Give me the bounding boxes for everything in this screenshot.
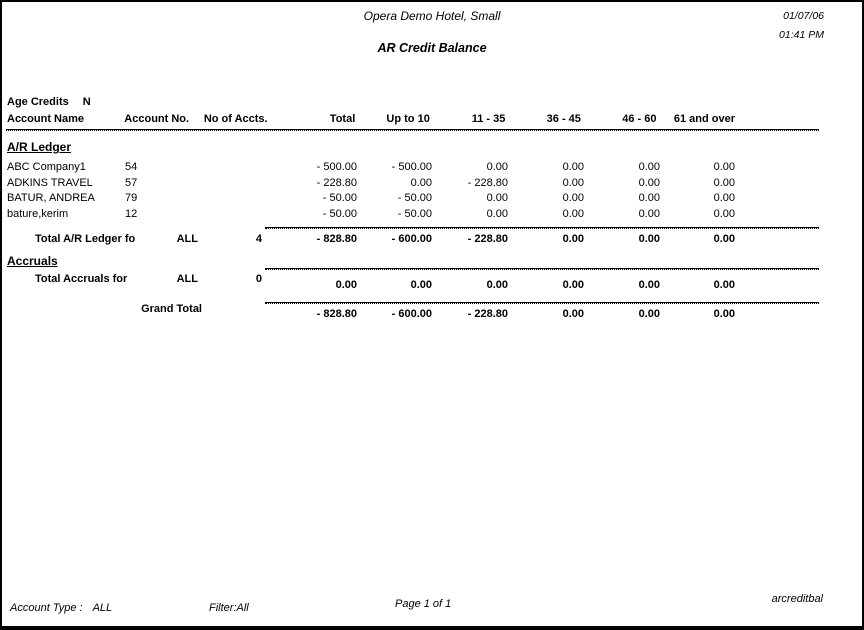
46-60-amount: 0.00 — [638, 233, 660, 245]
section-heading-accruals: Accruals — [7, 254, 58, 268]
account-no: 54 — [125, 161, 138, 173]
total-amount: 0.00 — [335, 279, 357, 291]
total-amount: - 828.80 — [316, 233, 357, 245]
age-credits-value: N — [82, 96, 91, 108]
61-over-amount: 0.00 — [713, 279, 735, 291]
table-row: bature,kerim 12 - 50.00 - 50.00 0.00 0.0… — [7, 208, 735, 221]
account-no: 57 — [125, 177, 138, 189]
no-of-accts — [205, 161, 262, 174]
total-amount: - 228.80 — [316, 177, 357, 189]
accruals-total-row: Total Accruals for ALL 0 0.00 0.00 0.00 … — [7, 273, 735, 291]
11-35-amount: 0.00 — [486, 208, 508, 220]
col-header-61-over: 61 and over — [673, 113, 735, 125]
total-account-scope: ALL — [176, 273, 198, 285]
col-header-36-45: 36 - 45 — [546, 113, 581, 125]
no-of-accts — [205, 177, 262, 190]
col-header-up-to-10: Up to 10 — [386, 113, 430, 125]
total-label: Total A/R Ledger fo — [35, 233, 136, 245]
11-35-amount: - 228.80 — [467, 233, 508, 245]
ar-ledger-total-rule — [265, 227, 819, 229]
account-name: ABC Company1 — [7, 161, 86, 173]
46-60-amount: 0.00 — [638, 208, 660, 220]
up-to-10-amount: - 600.00 — [391, 308, 432, 320]
total-amount: - 50.00 — [322, 208, 357, 220]
46-60-amount: 0.00 — [638, 192, 660, 204]
46-60-amount: 0.00 — [638, 161, 660, 173]
46-60-amount: 0.00 — [638, 279, 660, 291]
11-35-amount: - 228.80 — [467, 177, 508, 189]
36-45-amount: 0.00 — [562, 208, 584, 220]
no-of-accts — [205, 208, 262, 221]
table-row: ABC Company1 54 - 500.00 - 500.00 0.00 0… — [7, 161, 735, 174]
11-35-amount: 0.00 — [486, 192, 508, 204]
report-date: 01/07/06 — [783, 10, 824, 22]
36-45-amount: 0.00 — [562, 192, 584, 204]
total-amount: - 828.80 — [316, 308, 357, 320]
36-45-amount: 0.00 — [562, 161, 584, 173]
grand-total-label: Grand Total — [141, 303, 202, 315]
spacer — [205, 303, 262, 316]
account-name: ADKINS TRAVEL — [7, 177, 93, 189]
total-amount: - 500.00 — [316, 161, 357, 173]
total-no-of-accts: 4 — [255, 233, 262, 245]
account-no: 12 — [125, 208, 138, 220]
ar-ledger-total-row: Total A/R Ledger fo ALL 4 - 828.80 - 600… — [7, 233, 735, 246]
col-header-no-of-accts: No of Accts. — [203, 113, 268, 125]
up-to-10-amount: - 500.00 — [391, 161, 432, 173]
footer-report-id: arcreditbal — [771, 593, 823, 605]
grand-total-rule — [265, 302, 819, 304]
account-no: 79 — [125, 192, 138, 204]
account-name: BATUR, ANDREA — [7, 192, 95, 204]
up-to-10-amount: 0.00 — [410, 279, 432, 291]
section-heading-ar-ledger: A/R Ledger — [7, 140, 72, 154]
col-header-46-60: 46 - 60 — [622, 113, 657, 125]
61-over-amount: 0.00 — [713, 192, 735, 204]
up-to-10-amount: - 600.00 — [391, 233, 432, 245]
footer-filter: Filter:All — [209, 602, 249, 614]
46-60-amount: 0.00 — [638, 308, 660, 320]
up-to-10-amount: - 50.00 — [397, 192, 432, 204]
col-header-account-no: Account No. — [124, 113, 190, 125]
61-over-amount: 0.00 — [713, 177, 735, 189]
report-time: 01:41 PM — [779, 29, 824, 41]
account-type-value: ALL — [92, 602, 113, 614]
hotel-name: Opera Demo Hotel, Small — [363, 9, 501, 23]
column-header-row: Account Name Account No. No of Accts. To… — [7, 113, 735, 126]
36-45-amount: 0.00 — [562, 233, 584, 245]
age-credits-label: Age Credits — [7, 96, 69, 108]
account-type-label: Account Type : — [10, 602, 83, 614]
61-over-amount: 0.00 — [713, 161, 735, 173]
up-to-10-amount: - 50.00 — [397, 208, 432, 220]
36-45-amount: 0.00 — [562, 177, 584, 189]
account-name: bature,kerim — [7, 208, 69, 220]
up-to-10-amount: 0.00 — [410, 177, 432, 189]
age-credits-line: Age Credits N — [7, 96, 91, 108]
total-label: Total Accruals for — [35, 273, 128, 285]
footer-account-type: Account Type : ALL — [10, 602, 112, 614]
grand-total-row: Grand Total - 828.80 - 600.00 - 228.80 0… — [7, 303, 735, 320]
total-account-scope: ALL — [176, 233, 198, 245]
col-header-account-name: Account Name — [7, 113, 85, 125]
11-35-amount: 0.00 — [486, 279, 508, 291]
header-rule — [6, 129, 819, 131]
col-header-total: Total — [329, 113, 356, 125]
accruals-total-rule — [265, 268, 819, 270]
46-60-amount: 0.00 — [638, 177, 660, 189]
36-45-amount: 0.00 — [562, 279, 584, 291]
table-row: ADKINS TRAVEL 57 - 228.80 0.00 - 228.80 … — [7, 177, 735, 190]
col-header-11-35: 11 - 35 — [471, 113, 506, 125]
report-title: AR Credit Balance — [377, 41, 487, 55]
total-amount: - 50.00 — [322, 192, 357, 204]
no-of-accts — [205, 192, 262, 205]
table-row: BATUR, ANDREA 79 - 50.00 - 50.00 0.00 0.… — [7, 192, 735, 205]
61-over-amount: 0.00 — [713, 308, 735, 320]
total-no-of-accts: 0 — [255, 273, 262, 285]
61-over-amount: 0.00 — [713, 208, 735, 220]
11-35-amount: - 228.80 — [467, 308, 508, 320]
36-45-amount: 0.00 — [562, 308, 584, 320]
11-35-amount: 0.00 — [486, 161, 508, 173]
footer-page-info: Page 1 of 1 — [395, 598, 452, 610]
61-over-amount: 0.00 — [713, 233, 735, 245]
